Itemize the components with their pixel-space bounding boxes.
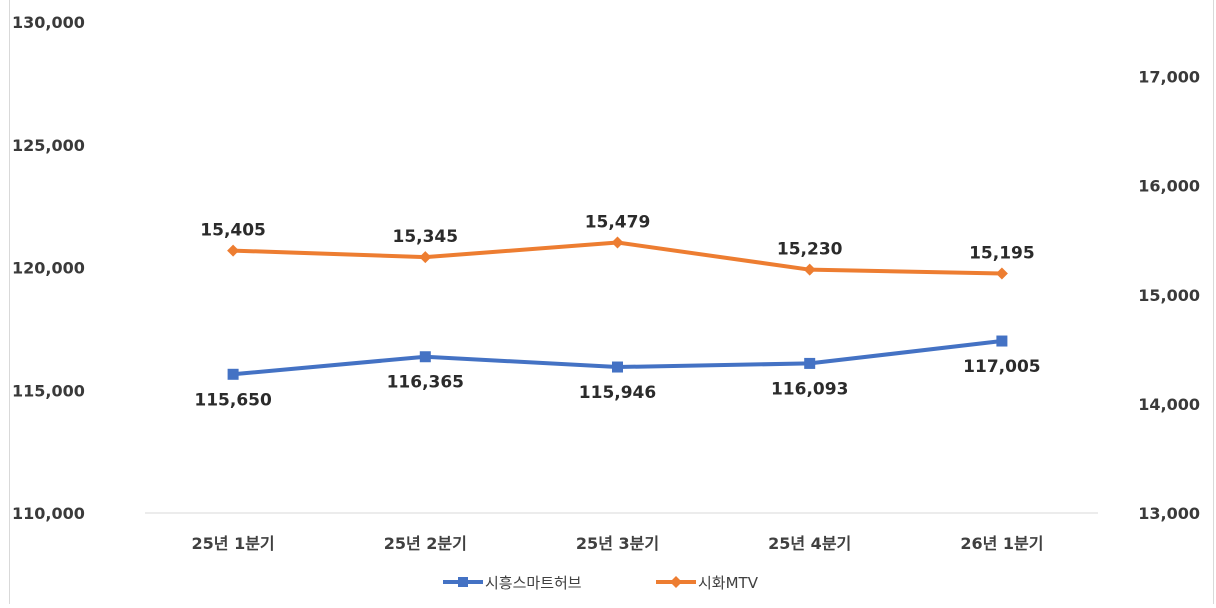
data-label: 15,405 <box>200 221 266 241</box>
data-point-marker <box>227 368 239 380</box>
data-point-marker <box>419 251 432 264</box>
left-axis-tick-label: 115,000 <box>12 381 85 400</box>
x-axis-category-label: 25년 4분기 <box>768 534 851 553</box>
right-axis-tick-label: 15,000 <box>1138 286 1200 305</box>
right-axis-tick-label: 16,000 <box>1138 177 1200 196</box>
legend-marker-swatch <box>458 577 468 587</box>
x-axis-category-label: 25년 2분기 <box>384 534 467 553</box>
data-label: 117,005 <box>963 357 1040 377</box>
x-axis-category-label: 26년 1분기 <box>960 534 1043 553</box>
data-point-marker <box>995 267 1008 280</box>
data-label: 115,650 <box>194 390 272 410</box>
data-point-marker <box>611 236 624 249</box>
data-point-marker <box>804 357 816 369</box>
left-axis-tick-label: 110,000 <box>12 504 85 523</box>
x-axis-category-label: 25년 1분기 <box>192 534 275 553</box>
data-point-marker <box>803 263 816 276</box>
left-axis-tick-label: 120,000 <box>12 259 85 278</box>
data-label: 15,479 <box>585 213 651 233</box>
left-axis-tick-label: 130,000 <box>12 13 85 32</box>
data-point-marker <box>419 351 431 363</box>
legend-label: 시흥스마트허브 <box>485 574 582 592</box>
data-label: 115,946 <box>579 383 656 403</box>
dual-axis-line-chart: 110,000 115,000 120,000 125,000 130,000 13,0… <box>12 13 1200 592</box>
data-point-marker <box>227 244 240 257</box>
data-label: 15,195 <box>969 244 1035 264</box>
data-point-marker <box>612 361 623 373</box>
data-label: 15,345 <box>392 227 458 247</box>
data-label: 116,365 <box>387 373 464 393</box>
legend-marker-swatch <box>670 576 682 588</box>
x-axis-category-label: 25년 3분기 <box>576 534 659 553</box>
right-axis-tick-label: 17,000 <box>1138 68 1200 87</box>
right-axis-tick-label: 13,000 <box>1138 504 1200 523</box>
left-axis-tick-label: 125,000 <box>12 136 85 155</box>
right-axis-tick-label: 14,000 <box>1138 395 1200 414</box>
legend-label: 시화MTV <box>698 574 759 592</box>
data-label: 15,230 <box>777 240 843 260</box>
chart-frame: 110,000 115,000 120,000 125,000 130,000 13,0… <box>9 0 1214 604</box>
data-label: 116,093 <box>771 379 848 399</box>
data-point-marker <box>996 335 1008 347</box>
